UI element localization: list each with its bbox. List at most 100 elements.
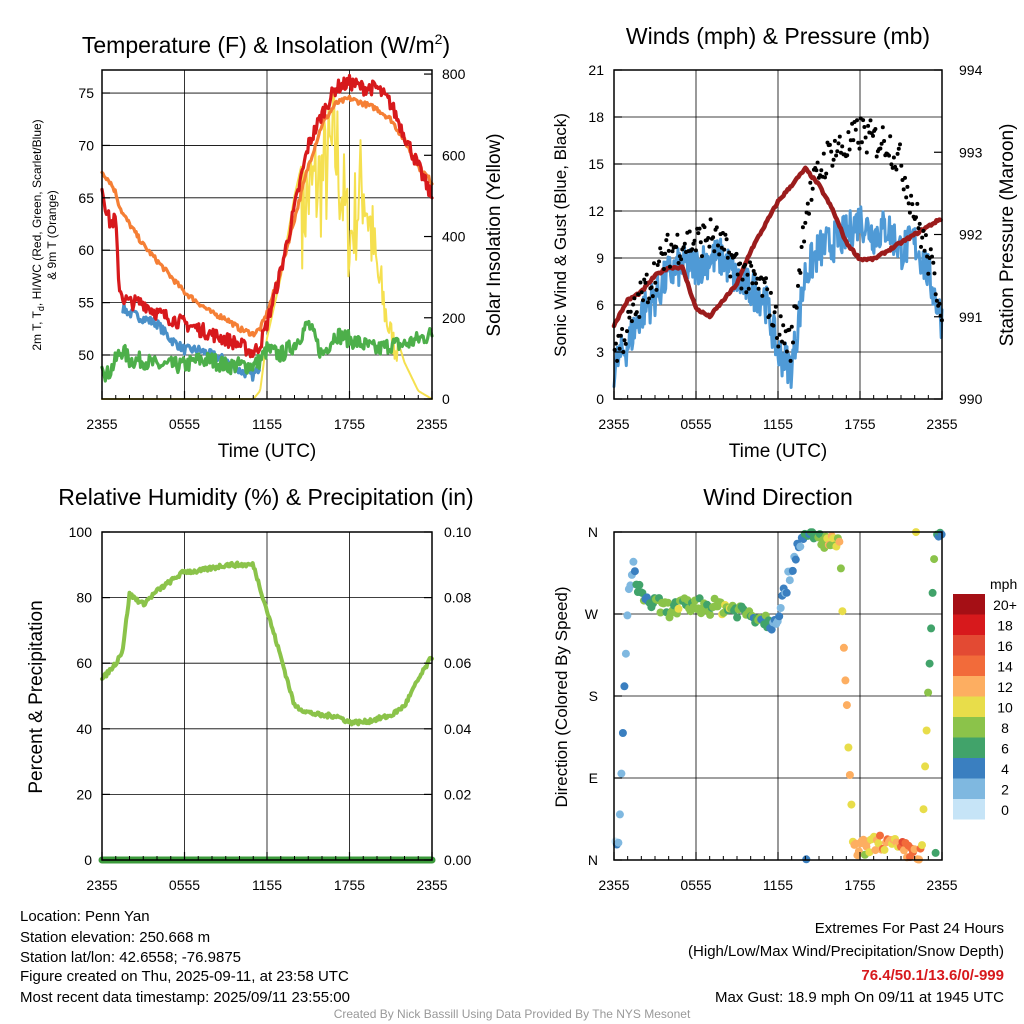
direction-point (629, 557, 638, 566)
gust-point (644, 272, 649, 277)
gust-point (859, 140, 864, 145)
y2-tick-label: 0.00 (444, 852, 471, 868)
gust-point (734, 251, 739, 256)
gust-point (748, 260, 752, 265)
gust-point (750, 281, 755, 286)
direction-point (635, 580, 644, 589)
y-tick-label: 40 (76, 721, 92, 737)
gust-point (665, 232, 670, 237)
gust-point (645, 300, 650, 305)
gust-point (794, 305, 799, 310)
legend-swatch (953, 696, 985, 717)
gust-point (615, 358, 620, 363)
gust-point (618, 333, 623, 338)
gust-point (915, 201, 920, 206)
direction-point (880, 845, 889, 854)
gust-point (933, 292, 938, 297)
gust-point (868, 118, 873, 123)
gust-point (682, 241, 687, 246)
gust-point (712, 249, 717, 254)
gust-point (931, 260, 936, 265)
gust-point (932, 271, 937, 276)
legend-label: 4 (1001, 761, 1009, 777)
gust-point (836, 141, 841, 146)
gust-point (827, 142, 832, 147)
y-tick-label: 50 (78, 347, 94, 363)
gust-point (888, 134, 893, 139)
direction-point (618, 729, 627, 737)
gust-point (617, 346, 622, 351)
gust-point (760, 293, 765, 298)
gust-point (647, 296, 652, 301)
gust-point (631, 302, 636, 307)
gust-point (800, 225, 805, 230)
gust-point (627, 315, 632, 320)
legend-swatch (953, 594, 985, 615)
gust-point (765, 287, 770, 292)
direction-point (854, 847, 863, 856)
gust-point (674, 245, 679, 249)
gust-point (628, 309, 633, 314)
direction-point (918, 841, 926, 850)
footer-latlon: Station lat/lon: 42.6558; -76.9875 (20, 949, 242, 966)
gust-point (642, 277, 647, 282)
gust-point (837, 134, 842, 139)
extremes-values: 76.4/50.1/13.6/0/-999 (861, 967, 1004, 984)
gust-point (669, 242, 674, 247)
gust-point (727, 250, 732, 255)
gust-point (655, 263, 660, 267)
direction-point (931, 848, 940, 857)
gust-point (861, 118, 866, 123)
gust-point (706, 236, 711, 240)
gust-point (697, 226, 702, 231)
gust-point (621, 350, 626, 354)
gust-point (887, 153, 891, 158)
gust-point (830, 163, 835, 168)
gust-point (853, 127, 858, 132)
dir-series (611, 528, 946, 864)
gust-point (916, 226, 921, 231)
x-tick-label: 2355 (926, 877, 957, 893)
legend-swatch (953, 614, 985, 635)
rh-ylabel: Percent & Precipitation (26, 600, 47, 793)
gust-point (738, 261, 743, 266)
gust-point (809, 197, 814, 202)
direction-point (788, 566, 797, 575)
gust-point (764, 276, 768, 281)
gust-point (700, 254, 704, 259)
y-tick-label: 18 (588, 109, 604, 125)
direction-point (910, 845, 919, 854)
gust-point (670, 249, 675, 254)
gust-point (650, 294, 655, 299)
gust-point (775, 336, 779, 340)
dir-title: Wind Direction (703, 484, 853, 510)
y2-tick-label: 991 (959, 309, 983, 325)
gust-point (799, 245, 804, 249)
gust-point (905, 184, 910, 189)
gust-point (708, 217, 713, 222)
gust-point (675, 232, 680, 237)
y2-tick-label: 992 (959, 227, 983, 243)
direction-point (925, 659, 934, 668)
gust-point (823, 175, 827, 180)
y2-tick-label: 800 (442, 66, 466, 82)
max-gust: Max Gust: 18.9 mph On 09/11 at 1945 UTC (714, 989, 1004, 1006)
gust-point (723, 232, 728, 237)
legend-swatch (953, 655, 985, 676)
y-tick-label: N (588, 524, 598, 540)
gust-point (663, 251, 668, 256)
direction-point (876, 831, 884, 840)
direction-point (930, 555, 939, 564)
x-tick-label: 0555 (680, 416, 711, 432)
gust-point (866, 123, 871, 128)
gust-point (921, 228, 926, 233)
gust-point (613, 341, 618, 346)
gust-point (654, 287, 659, 292)
gust-point (919, 244, 923, 249)
legend-label: 16 (997, 638, 1013, 654)
legend-label: 8 (1001, 720, 1009, 736)
y-tick-label: 75 (78, 85, 94, 101)
extremes-title: Extremes For Past 24 Hours (814, 920, 1004, 937)
gust-point (934, 298, 939, 303)
